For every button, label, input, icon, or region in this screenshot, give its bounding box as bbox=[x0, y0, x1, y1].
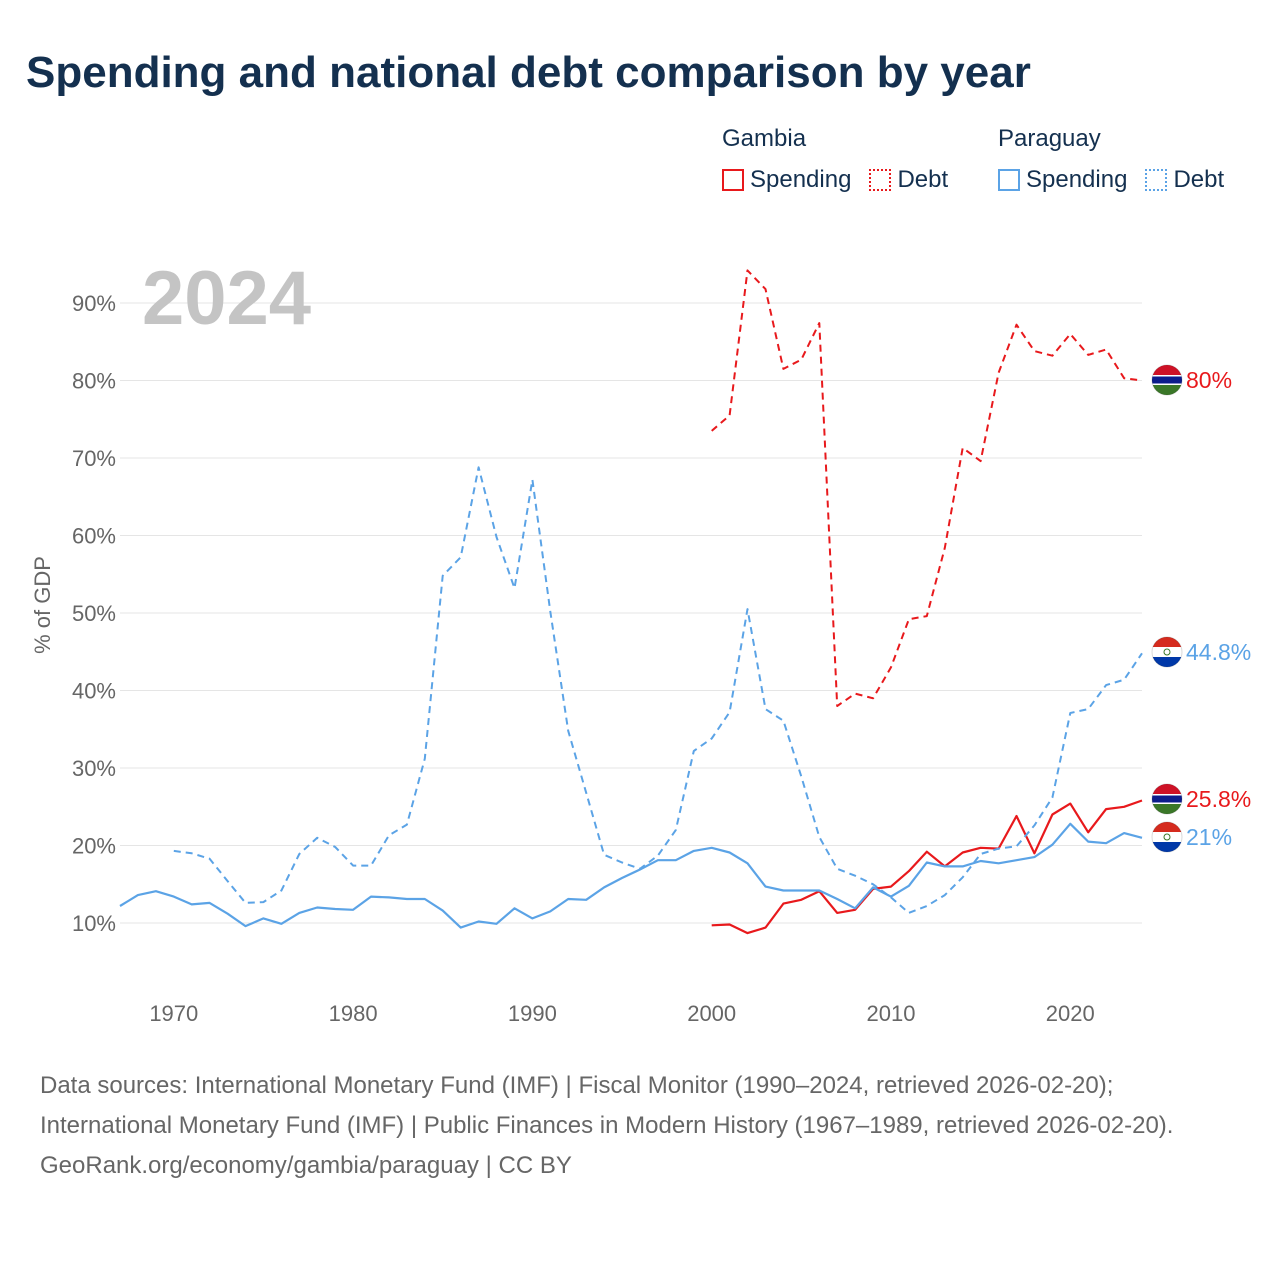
end-value-label: 21% bbox=[1186, 824, 1232, 850]
legend-paraguay: Paraguay Spending Debt bbox=[998, 124, 1242, 194]
y-tick-label: 90% bbox=[72, 291, 116, 316]
y-tick-label: 50% bbox=[72, 601, 116, 626]
legend-paraguay-spending[interactable]: Spending bbox=[998, 166, 1127, 194]
footer: Data sources: International Monetary Fun… bbox=[40, 1066, 1240, 1186]
paraguay-debt-line[interactable] bbox=[173, 466, 1143, 914]
end-label-layer: 25.8% 80% 21% 44.8% bbox=[1151, 364, 1251, 853]
x-tick-label: 1990 bbox=[508, 1001, 557, 1026]
gambia-debt-swatch bbox=[869, 169, 892, 191]
gambia-flag-icon bbox=[1152, 784, 1182, 814]
x-tick-label: 1970 bbox=[149, 1001, 198, 1026]
end-marker-paraguay-spending: 21% bbox=[1151, 821, 1232, 853]
end-value-label: 80% bbox=[1186, 367, 1232, 393]
data-sources: Data sources: International Monetary Fun… bbox=[40, 1072, 1174, 1139]
legend-gambia-debt-label: Debt bbox=[897, 166, 949, 193]
gambia-spending-swatch bbox=[722, 169, 744, 191]
grid-layer bbox=[120, 302, 1142, 924]
paraguay-debt-swatch bbox=[1145, 169, 1168, 191]
legend-gambia: Gambia Spending Debt bbox=[722, 124, 966, 194]
y-tick-label: 30% bbox=[72, 756, 116, 781]
axis-layer: 10% 20% 30% 40% 50% 60% 70% 80% 90% 1970 1980 1990 2… bbox=[72, 291, 1095, 1026]
credit-link[interactable]: GeoRank.org/economy/gambia/paraguay | CC… bbox=[40, 1152, 572, 1179]
paraguay-spending-swatch bbox=[998, 169, 1020, 191]
legend-gambia-spending[interactable]: Spending bbox=[722, 166, 851, 194]
y-tick-label: 10% bbox=[72, 911, 116, 936]
paraguay-spending-line[interactable] bbox=[119, 822, 1143, 929]
line-chart: 10% 20% 30% 40% 50% 60% 70% 80% 90% 1970 1980 1990 2… bbox=[30, 256, 1251, 1026]
gambia-flag-icon bbox=[1152, 365, 1182, 395]
x-tick-label: 2020 bbox=[1046, 1001, 1095, 1026]
legend-paraguay-country: Paraguay bbox=[998, 125, 1101, 152]
paraguay-flag-icon bbox=[1152, 637, 1182, 667]
end-marker-paraguay-debt: 44.8% bbox=[1151, 636, 1251, 668]
y-tick-label: 60% bbox=[72, 524, 116, 549]
legend-paraguay-spending-label: Spending bbox=[1026, 166, 1128, 193]
legend-paraguay-debt-label: Debt bbox=[1173, 166, 1225, 193]
end-value-label: 44.8% bbox=[1186, 639, 1251, 665]
legend-gambia-debt[interactable]: Debt bbox=[869, 166, 948, 194]
legend-paraguay-debt[interactable]: Debt bbox=[1145, 166, 1224, 194]
series-layer bbox=[119, 269, 1143, 935]
y-tick-label: 70% bbox=[72, 446, 116, 471]
legend-gambia-country: Gambia bbox=[722, 125, 807, 152]
gambia-debt-line[interactable] bbox=[711, 269, 1143, 707]
y-tick-label: 40% bbox=[72, 679, 116, 704]
gambia-spending-line[interactable] bbox=[711, 799, 1143, 935]
x-tick-label: 1980 bbox=[329, 1001, 378, 1026]
end-marker-gambia-debt: 80% bbox=[1151, 364, 1232, 396]
end-value-label: 25.8% bbox=[1186, 786, 1251, 812]
end-marker-gambia-spending: 25.8% bbox=[1151, 783, 1251, 815]
paraguay-flag-icon bbox=[1152, 822, 1182, 852]
chart-title: Spending and national debt comparison by… bbox=[26, 48, 1031, 97]
x-tick-label: 2000 bbox=[687, 1001, 736, 1026]
y-axis-title: % of GDP bbox=[30, 556, 55, 654]
y-tick-label: 80% bbox=[72, 369, 116, 394]
y-tick-label: 20% bbox=[72, 834, 116, 859]
year-watermark: 2024 bbox=[142, 256, 311, 341]
x-tick-label: 2010 bbox=[867, 1001, 916, 1026]
legend-gambia-spending-label: Spending bbox=[750, 166, 852, 193]
